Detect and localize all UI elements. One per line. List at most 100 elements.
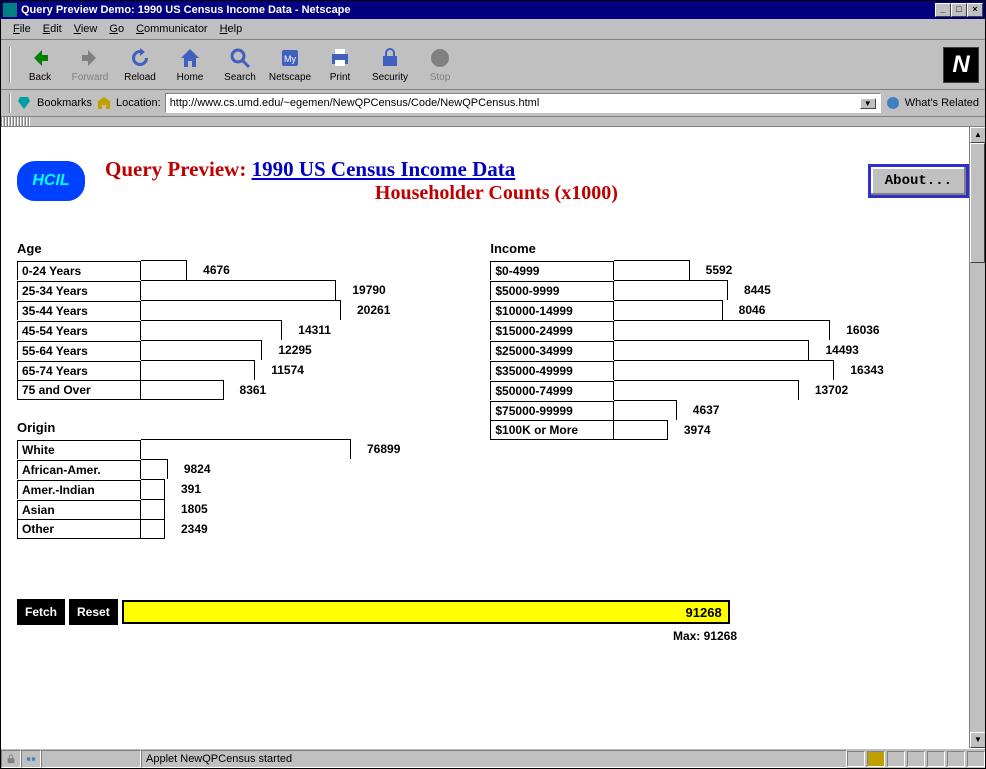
income-row[interactable]: $100K or More3974 [490, 420, 883, 440]
search-button[interactable]: Search [215, 44, 265, 85]
origin-row[interactable]: Amer.-Indian391 [17, 479, 400, 499]
toolbar-label: Stop [430, 72, 451, 83]
origin-row[interactable]: Asian1805 [17, 499, 400, 519]
gripper-bar[interactable] [1, 117, 985, 127]
status-icon-5[interactable] [927, 751, 945, 767]
toolbar-label: Print [330, 72, 351, 83]
reload-button[interactable]: Reload [115, 44, 165, 85]
origin-label: African-Amer. [17, 460, 141, 479]
income-row[interactable]: $0-49995592 [490, 260, 883, 280]
close-button[interactable]: × [967, 3, 983, 17]
income-bar [614, 400, 676, 420]
status-lock-icon[interactable] [1, 750, 21, 768]
menubar: File Edit View Go Communicator Help [1, 19, 985, 39]
age-row[interactable]: 0-24 Years4676 [17, 260, 400, 280]
print-icon [328, 46, 352, 70]
toolbar: BackForwardReloadHomeSearchMyNetscapePri… [1, 39, 985, 90]
netscape-button[interactable]: MyNetscape [265, 44, 315, 85]
fetch-button[interactable]: Fetch [17, 599, 65, 625]
menu-edit[interactable]: Edit [37, 22, 68, 36]
age-label: 0-24 Years [17, 261, 141, 280]
income-label: $50000-74999 [490, 381, 614, 400]
scroll-down-button[interactable]: ▼ [970, 732, 985, 748]
income-label: $10000-14999 [490, 301, 614, 320]
origin-value: 9824 [168, 462, 211, 476]
back-icon [28, 46, 52, 70]
age-value: 8361 [224, 383, 267, 397]
origin-row[interactable]: White76899 [17, 439, 400, 459]
age-row[interactable]: 75 and Over8361 [17, 380, 400, 400]
status-icon-1[interactable] [847, 751, 865, 767]
age-bar [141, 380, 224, 400]
origin-row[interactable]: African-Amer. 9824 [17, 459, 400, 479]
reset-button[interactable]: Reset [69, 599, 118, 625]
income-value: 5592 [690, 263, 733, 277]
age-row[interactable]: 65-74 Years11574 [17, 360, 400, 380]
url-dropdown[interactable]: ▼ [860, 98, 876, 109]
age-bar [141, 360, 255, 380]
age-row[interactable]: 45-54 Years14311 [17, 320, 400, 340]
menu-communicator[interactable]: Communicator [130, 22, 214, 36]
home-button[interactable]: Home [165, 44, 215, 85]
age-row[interactable]: 55-64 Years12295 [17, 340, 400, 360]
income-bar [614, 420, 667, 440]
netscape-logo[interactable]: N [943, 47, 979, 83]
status-icon-4[interactable] [907, 751, 925, 767]
status-icon-6[interactable] [947, 751, 965, 767]
income-row[interactable]: $10000-149998046 [490, 300, 883, 320]
age-value: 20261 [341, 303, 390, 317]
security-icon [378, 46, 402, 70]
income-row[interactable]: $25000-3499914493 [490, 340, 883, 360]
url-text: http://www.cs.umd.edu/~egemen/NewQPCensu… [170, 97, 860, 109]
status-icon-7[interactable] [967, 751, 985, 767]
maximize-button[interactable]: □ [951, 3, 967, 17]
income-value: 14493 [809, 343, 858, 357]
whats-related[interactable]: What's Related [905, 97, 979, 109]
print-button[interactable]: Print [315, 44, 365, 85]
status-icon-3[interactable] [887, 751, 905, 767]
scroll-thumb[interactable] [970, 143, 985, 263]
menu-help[interactable]: Help [214, 22, 249, 36]
app-icon [3, 3, 17, 17]
minimize-button[interactable]: _ [935, 3, 951, 17]
age-bar [141, 340, 262, 360]
security-button[interactable]: Security [365, 44, 415, 85]
title-link[interactable]: 1990 US Census Income Data [252, 157, 516, 181]
income-value: 3974 [668, 423, 711, 437]
back-button[interactable]: Back [15, 44, 65, 85]
menu-file[interactable]: File [7, 22, 37, 36]
bookmarks-label[interactable]: Bookmarks [37, 97, 92, 109]
vertical-scrollbar[interactable]: ▲ ▼ [969, 127, 985, 748]
window-title: Query Preview Demo: 1990 US Census Incom… [21, 4, 935, 16]
income-row[interactable]: $5000-99998445 [490, 280, 883, 300]
netscape-icon: My [278, 46, 302, 70]
income-bar [614, 340, 809, 360]
origin-row[interactable]: Other2349 [17, 519, 400, 539]
status-icon-2[interactable] [867, 751, 885, 767]
bookmarks-icon[interactable] [17, 95, 33, 111]
age-bar [141, 320, 282, 340]
statusbar: Applet NewQPCensus started [1, 748, 985, 768]
toolbar-label: Security [372, 72, 408, 83]
income-row[interactable]: $35000-4999916343 [490, 360, 883, 380]
status-text: Applet NewQPCensus started [141, 750, 847, 768]
toolbar-label: Back [29, 72, 51, 83]
home-icon [178, 46, 202, 70]
titlebar: Query Preview Demo: 1990 US Census Incom… [1, 1, 985, 19]
scroll-up-button[interactable]: ▲ [970, 127, 985, 143]
income-row[interactable]: $75000-999994637 [490, 400, 883, 420]
url-input[interactable]: http://www.cs.umd.edu/~egemen/NewQPCensu… [165, 93, 881, 113]
stop-button: Stop [415, 44, 465, 85]
age-value: 14311 [282, 323, 331, 337]
age-row[interactable]: 35-44 Years20261 [17, 300, 400, 320]
related-icon[interactable] [885, 95, 901, 111]
menu-view[interactable]: View [68, 22, 104, 36]
income-row[interactable]: $50000-7499913702 [490, 380, 883, 400]
age-row[interactable]: 25-34 Years19790 [17, 280, 400, 300]
toolbar-label: Home [177, 72, 204, 83]
about-button[interactable]: About... [868, 164, 969, 198]
income-row[interactable]: $15000-2499916036 [490, 320, 883, 340]
menu-go[interactable]: Go [103, 22, 130, 36]
age-bar [141, 300, 341, 320]
hcil-logo[interactable]: HCIL [17, 161, 85, 201]
